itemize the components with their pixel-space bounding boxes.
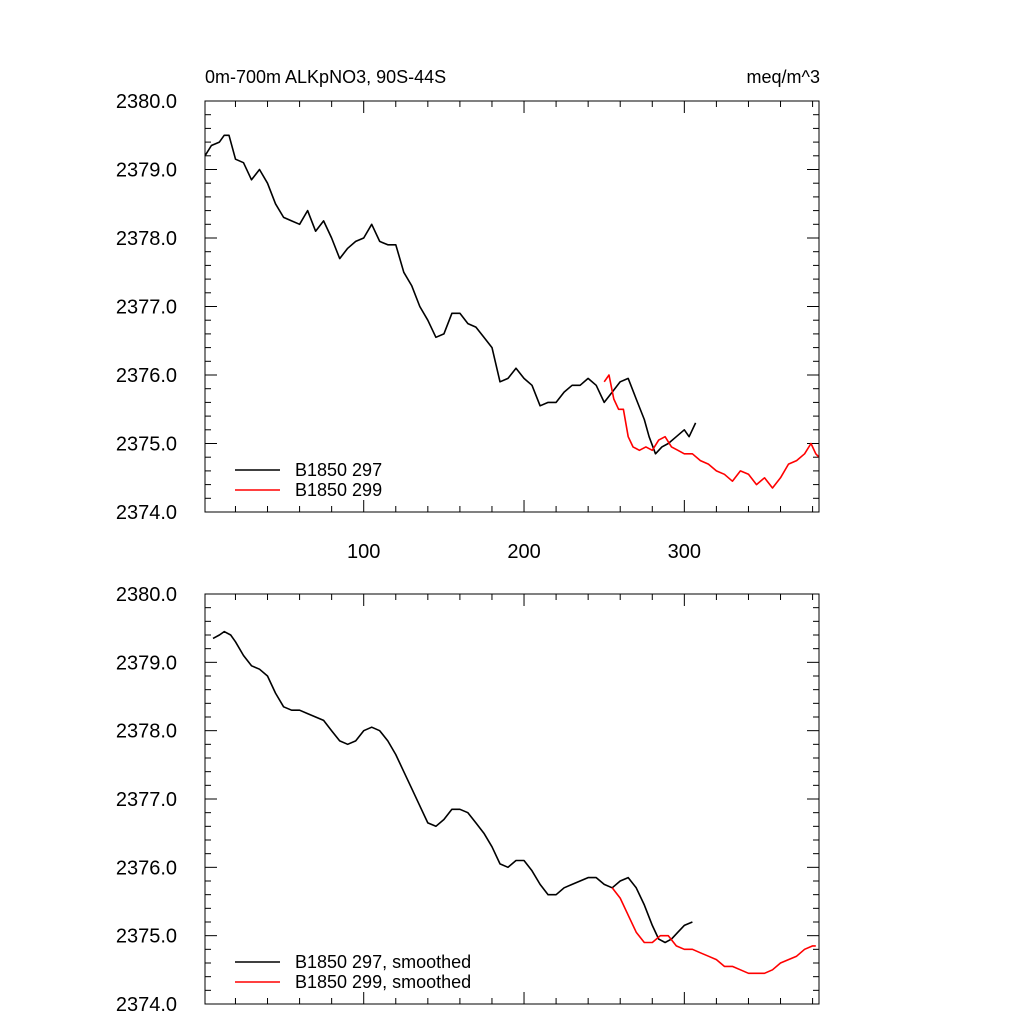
plot-frame — [204, 100, 820, 513]
series-line-1 — [212, 630, 693, 944]
y-tick-label: 2380.0 — [116, 584, 177, 606]
series-line-2 — [611, 887, 816, 975]
chart-units: meq/m^3 — [747, 67, 820, 87]
legend-label: B1850 299 — [295, 480, 382, 500]
series-line-1 — [204, 134, 697, 455]
legend-label: B1850 297, smoothed — [295, 952, 471, 972]
y-tick-labels: 2374.0 2375.0 2376.0 2377.0 2378.0 2379.0 2380… — [116, 584, 177, 1016]
x-tick-label: 200 — [507, 541, 540, 563]
y-tick-label: 2380.0 — [116, 91, 177, 113]
y-tick-label: 2377.0 — [116, 789, 177, 811]
y-tick-label: 2374.0 — [116, 502, 177, 524]
y-tick-label: 2378.0 — [116, 721, 177, 743]
series-line-2 — [603, 374, 820, 489]
y-tick-label: 2376.0 — [116, 857, 177, 879]
y-tick-label: 2379.0 — [116, 160, 177, 182]
y-tick-label: 2376.0 — [116, 365, 177, 387]
top-chart-panel: 0m-700m ALKpNO3, 90S-44S meq/m^3 2374.02… — [116, 67, 820, 563]
series-lines — [212, 630, 816, 975]
x-tick-labels: 100 200 300 — [347, 541, 701, 563]
legend-label: B1850 297 — [295, 460, 382, 480]
bottom-chart-panel: 2374.0 2375.0 2376.0 2377.0 2378.0 2379.0 2380… — [116, 584, 820, 1016]
axis-ticks — [205, 593, 819, 1005]
axis-ticks — [205, 100, 819, 513]
x-tick-label: 100 — [347, 541, 380, 563]
y-tick-label: 2379.0 — [116, 652, 177, 674]
x-tick-label: 300 — [668, 541, 701, 563]
series-lines — [204, 134, 820, 489]
plot-frame — [204, 593, 820, 1005]
y-tick-label: 2374.0 — [116, 994, 177, 1016]
y-tick-labels: 2374.0 2375.0 2376.0 2377.0 2378.0 2379.0 2380… — [116, 91, 177, 524]
y-tick-label: 2378.0 — [116, 228, 177, 250]
y-tick-label: 2377.0 — [116, 297, 177, 319]
chart-title: 0m-700m ALKpNO3, 90S-44S — [205, 67, 446, 87]
y-tick-label: 2375.0 — [116, 434, 177, 456]
y-tick-label: 2375.0 — [116, 926, 177, 948]
legend-label: B1850 299, smoothed — [295, 972, 471, 992]
